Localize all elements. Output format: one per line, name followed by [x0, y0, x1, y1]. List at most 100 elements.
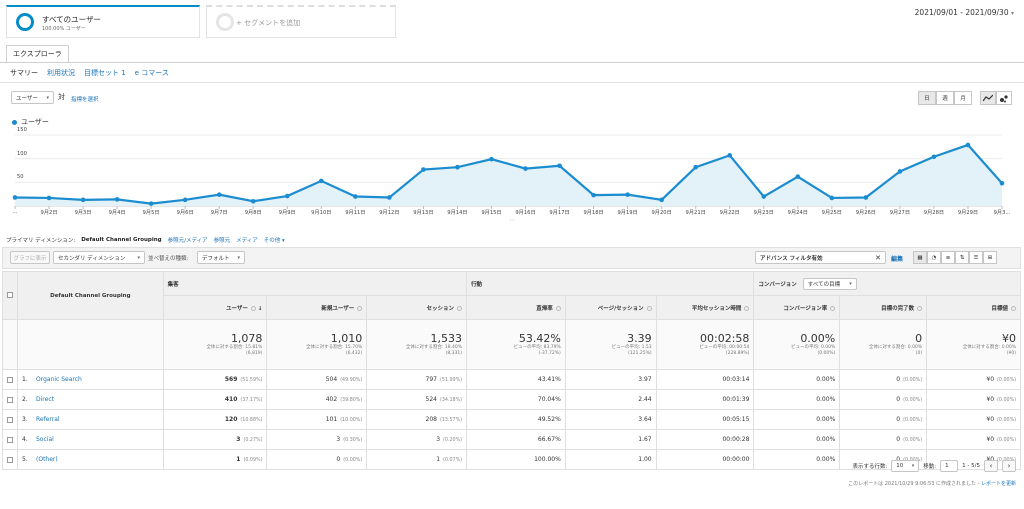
close-icon[interactable]: ✕: [875, 253, 881, 262]
channel-link[interactable]: Social: [36, 436, 54, 443]
primary-dimension-active[interactable]: Default Channel Grouping: [81, 237, 162, 243]
pie-view-icon[interactable]: ◔: [927, 251, 941, 264]
total-subtext: (¥0): [1006, 351, 1016, 356]
data-point[interactable]: [863, 195, 869, 200]
performance-view-icon[interactable]: ≡: [941, 251, 955, 264]
data-point[interactable]: [999, 180, 1005, 186]
sort-type-select[interactable]: デフォルト ▾: [197, 251, 245, 264]
edit-filter-link[interactable]: 編集: [891, 256, 904, 263]
column-header[interactable]: セッション: [366, 295, 468, 320]
comparison-view-icon[interactable]: ⇅: [955, 251, 969, 264]
segment-all-users[interactable]: すべてのユーザー 100.00% ユーザー: [6, 5, 200, 38]
refresh-report-link[interactable]: レポートを更新: [980, 481, 1016, 487]
help-icon[interactable]: [457, 305, 463, 311]
help-icon[interactable]: [555, 305, 561, 311]
next-page-button[interactable]: ›: [1002, 460, 1016, 472]
column-header[interactable]: 新規ユーザー: [266, 295, 368, 320]
channel-link[interactable]: Referral: [36, 416, 60, 423]
help-icon[interactable]: [1011, 305, 1016, 311]
row-checkbox[interactable]: [7, 376, 13, 383]
date-range-picker[interactable]: 2021/09/01 - 2021/09/30 ▾: [915, 8, 1014, 17]
dim-source[interactable]: 参照元: [213, 238, 231, 244]
data-point[interactable]: [625, 192, 630, 197]
data-point[interactable]: [250, 198, 256, 204]
data-point[interactable]: [216, 192, 222, 197]
channel-link[interactable]: Organic Search: [36, 376, 82, 383]
data-point[interactable]: [931, 154, 937, 160]
column-header[interactable]: 目標値: [926, 295, 1021, 320]
dim-other[interactable]: その他 ▾: [263, 238, 285, 244]
table-view-icon[interactable]: ▦: [913, 251, 927, 264]
data-point[interactable]: [591, 192, 596, 198]
data-point[interactable]: [387, 195, 392, 200]
column-header[interactable]: 直帰率: [466, 295, 566, 320]
motion-chart-icon[interactable]: [996, 91, 1012, 105]
data-point[interactable]: [795, 174, 801, 179]
data-point[interactable]: [557, 163, 562, 169]
tab-explorer[interactable]: エクスプローラ: [6, 45, 69, 62]
prev-page-button[interactable]: ‹: [984, 460, 998, 472]
metric-select[interactable]: ユーザー ▾: [11, 91, 54, 104]
data-point[interactable]: [421, 167, 426, 172]
data-point[interactable]: [523, 166, 528, 171]
granularity-month[interactable]: 月: [954, 91, 972, 105]
data-point[interactable]: [659, 197, 664, 203]
secondary-dimension-select[interactable]: セカンダリ ディメンション ▾: [53, 251, 145, 264]
help-icon[interactable]: [646, 305, 652, 311]
rows-per-page-select[interactable]: 10 ▾: [891, 460, 920, 472]
select-metric-link[interactable]: 指標を選択: [71, 97, 99, 103]
help-icon[interactable]: [250, 305, 256, 311]
column-header[interactable]: 平均セッション時間: [655, 295, 755, 320]
plot-rows-button[interactable]: グラフに表示: [10, 251, 50, 264]
channel-link[interactable]: (Other): [36, 456, 58, 463]
column-header[interactable]: ページ/セッション: [564, 295, 657, 320]
data-point[interactable]: [727, 153, 733, 158]
dim-source-medium[interactable]: 参照元/メディア: [167, 238, 208, 244]
subtab-summary[interactable]: サマリー: [10, 69, 38, 77]
subtab-goal-set[interactable]: 目標セット 1: [84, 69, 126, 77]
data-point[interactable]: [284, 193, 290, 199]
add-segment-button[interactable]: + セグメントを追加: [206, 5, 396, 38]
select-all-checkbox[interactable]: [7, 292, 13, 299]
row-checkbox[interactable]: [7, 456, 13, 463]
data-point[interactable]: [829, 195, 835, 201]
data-point[interactable]: [455, 164, 460, 170]
data-point[interactable]: [148, 201, 154, 206]
pivot-view-icon[interactable]: ⊞: [983, 251, 997, 264]
dim-medium[interactable]: メディア: [236, 238, 258, 244]
chart-resize-grip-icon[interactable]: ⋯: [509, 217, 515, 224]
data-point[interactable]: [761, 194, 767, 199]
help-icon[interactable]: [744, 305, 750, 311]
data-point[interactable]: [489, 156, 494, 162]
goal-select[interactable]: すべての目標 ▾: [802, 277, 857, 290]
advanced-filter-input[interactable]: アドバンス フィルタ有効 ✕: [755, 251, 886, 264]
data-point[interactable]: [182, 197, 188, 203]
column-header[interactable]: 目標の完了数: [839, 295, 928, 320]
help-icon[interactable]: [357, 305, 363, 311]
row-checkbox[interactable]: [7, 416, 13, 423]
line-chart-icon[interactable]: [980, 91, 996, 105]
granularity-day[interactable]: 日: [918, 91, 936, 105]
granularity-week[interactable]: 週: [936, 91, 954, 105]
term-cloud-view-icon[interactable]: ☰: [969, 251, 983, 264]
column-header[interactable]: コンバージョン率: [753, 295, 841, 320]
data-point[interactable]: [114, 197, 120, 202]
data-point[interactable]: [12, 195, 18, 200]
help-icon[interactable]: [917, 305, 923, 311]
goto-input[interactable]: 1: [940, 460, 959, 472]
data-point[interactable]: [46, 195, 52, 201]
data-point[interactable]: [965, 142, 971, 148]
data-point[interactable]: [80, 197, 86, 203]
data-point[interactable]: [353, 194, 358, 199]
row-checkbox[interactable]: [7, 396, 13, 403]
dimension-header[interactable]: Default Channel Grouping: [17, 271, 164, 320]
row-checkbox[interactable]: [7, 436, 13, 443]
channel-link[interactable]: Direct: [36, 396, 54, 403]
data-point[interactable]: [897, 169, 903, 174]
data-point[interactable]: [319, 178, 324, 184]
help-icon[interactable]: [830, 305, 836, 311]
column-header[interactable]: ユーザー ↓: [162, 295, 268, 320]
subtab-ecommerce[interactable]: e コマース: [134, 69, 169, 77]
subtab-usage[interactable]: 利用状況: [47, 69, 75, 77]
data-point[interactable]: [693, 164, 698, 170]
